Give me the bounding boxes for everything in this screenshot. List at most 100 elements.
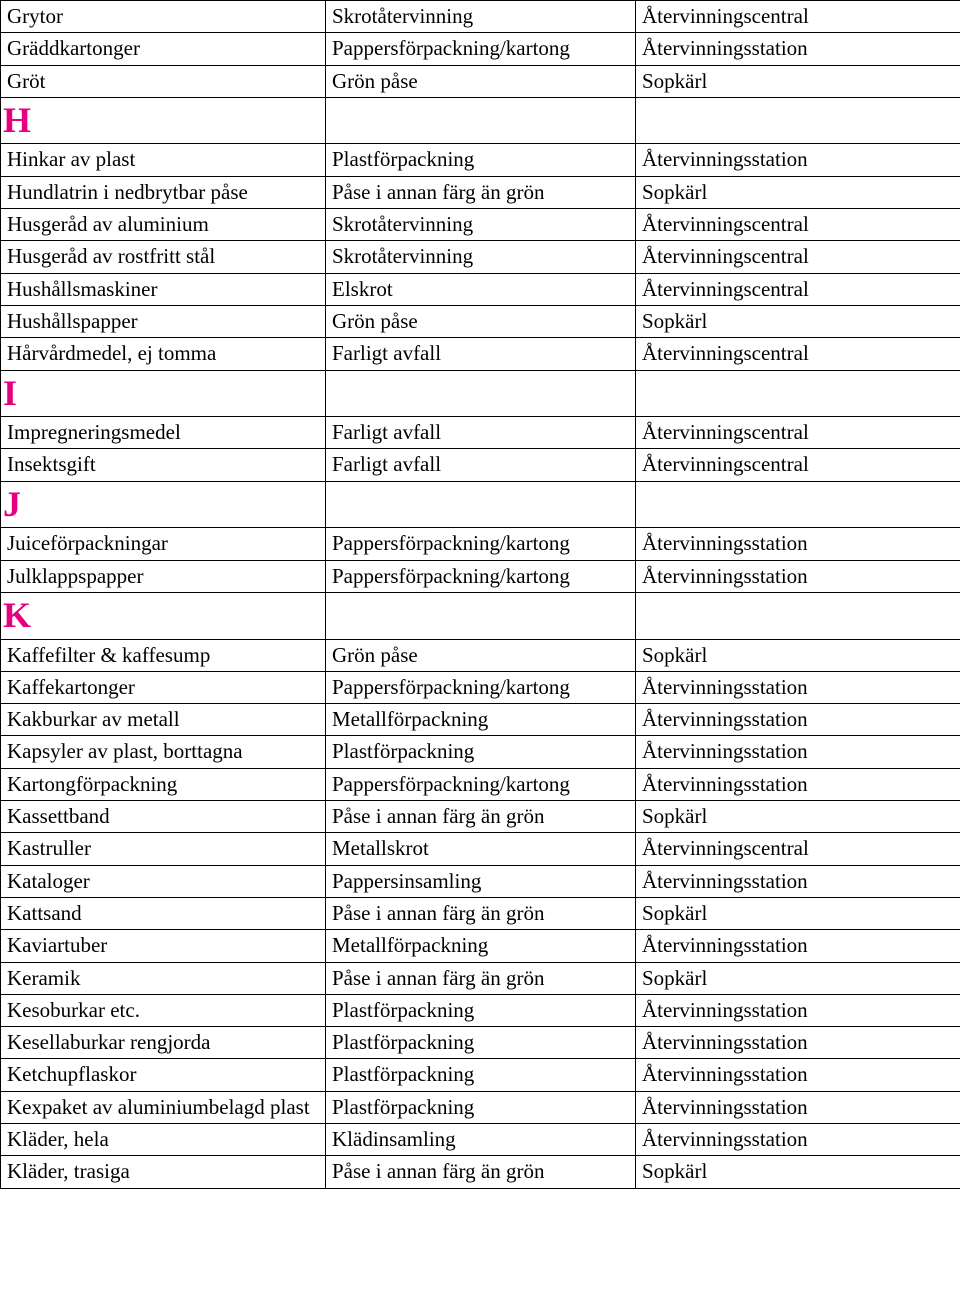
location-cell: Återvinningscentral [636, 449, 960, 481]
location-cell: Sopkärl [636, 65, 960, 97]
location-cell: Sopkärl [636, 176, 960, 208]
location-cell: Sopkärl [636, 962, 960, 994]
section-header-cell: I [1, 370, 326, 417]
category-cell: Plastförpackning [326, 994, 636, 1026]
location-cell: Återvinningsstation [636, 671, 960, 703]
item-name-cell: Hushållspapper [1, 305, 326, 337]
category-cell: Elskrot [326, 273, 636, 305]
location-cell: Återvinningsstation [636, 768, 960, 800]
table-row: Kesoburkar etc.PlastförpackningÅtervinni… [1, 994, 960, 1026]
location-cell: Sopkärl [636, 801, 960, 833]
section-header-cell: K [1, 592, 326, 639]
table-row: GrytorSkrotåtervinningÅtervinningscentra… [1, 1, 960, 33]
item-name-cell: Kakburkar av metall [1, 704, 326, 736]
item-name-cell: Hinkar av plast [1, 144, 326, 176]
location-cell: Sopkärl [636, 305, 960, 337]
category-cell: Grön påse [326, 65, 636, 97]
table-row: Hundlatrin i nedbrytbar påsePåse i annan… [1, 176, 960, 208]
table-row: H [1, 97, 960, 144]
item-name-cell: Keramik [1, 962, 326, 994]
category-cell: Påse i annan färg än grön [326, 897, 636, 929]
location-cell: Återvinningsstation [636, 1123, 960, 1155]
empty-cell [636, 97, 960, 144]
location-cell: Återvinningscentral [636, 241, 960, 273]
category-cell: Plastförpackning [326, 1059, 636, 1091]
empty-cell [636, 370, 960, 417]
table-row: ImpregneringsmedelFarligt avfallÅtervinn… [1, 417, 960, 449]
table-row: GrötGrön påseSopkärl [1, 65, 960, 97]
empty-cell [326, 370, 636, 417]
item-name-cell: Kartongförpackning [1, 768, 326, 800]
category-cell: Pappersförpackning/kartong [326, 768, 636, 800]
table-row: HushållsmaskinerElskrotÅtervinningscentr… [1, 273, 960, 305]
item-name-cell: Gräddkartonger [1, 33, 326, 65]
category-cell: Skrotåtervinning [326, 1, 636, 33]
table-row: KaviartuberMetallförpackningÅtervinnings… [1, 930, 960, 962]
item-name-cell: Hundlatrin i nedbrytbar påse [1, 176, 326, 208]
item-name-cell: Gröt [1, 65, 326, 97]
location-cell: Återvinningsstation [636, 144, 960, 176]
category-cell: Påse i annan färg än grön [326, 176, 636, 208]
location-cell: Återvinningsstation [636, 560, 960, 592]
category-cell: Påse i annan färg än grön [326, 801, 636, 833]
item-name-cell: Kastruller [1, 833, 326, 865]
table-row: Hårvårdmedel, ej tommaFarligt avfallÅter… [1, 338, 960, 370]
table-row: KassettbandPåse i annan färg än grönSopk… [1, 801, 960, 833]
item-name-cell: Husgeråd av rostfritt stål [1, 241, 326, 273]
table-row: K [1, 592, 960, 639]
location-cell: Återvinningsstation [636, 1059, 960, 1091]
table-row: JulklappspapperPappersförpackning/karton… [1, 560, 960, 592]
category-cell: Pappersinsamling [326, 865, 636, 897]
item-name-cell: Juiceförpackningar [1, 528, 326, 560]
location-cell: Återvinningscentral [636, 417, 960, 449]
table-row: Kakburkar av metallMetallförpackningÅter… [1, 704, 960, 736]
location-cell: Återvinningscentral [636, 833, 960, 865]
location-cell: Sopkärl [636, 897, 960, 929]
category-cell: Metallförpackning [326, 930, 636, 962]
category-cell: Klädinsamling [326, 1123, 636, 1155]
location-cell: Sopkärl [636, 1156, 960, 1188]
category-cell: Grön påse [326, 639, 636, 671]
item-name-cell: Insektsgift [1, 449, 326, 481]
table-row: KatalogerPappersinsamlingÅtervinningssta… [1, 865, 960, 897]
location-cell: Återvinningsstation [636, 994, 960, 1026]
table-body: GrytorSkrotåtervinningÅtervinningscentra… [1, 1, 960, 1189]
item-name-cell: Kläder, trasiga [1, 1156, 326, 1188]
location-cell: Återvinningsstation [636, 1027, 960, 1059]
location-cell: Återvinningscentral [636, 209, 960, 241]
table-row: Kexpaket av aluminiumbelagd plastPlastfö… [1, 1091, 960, 1123]
category-cell: Skrotåtervinning [326, 241, 636, 273]
table-row: Kläder, trasigaPåse i annan färg än grön… [1, 1156, 960, 1188]
item-name-cell: Kesellaburkar rengjorda [1, 1027, 326, 1059]
location-cell: Återvinningsstation [636, 865, 960, 897]
recycling-guide-table: GrytorSkrotåtervinningÅtervinningscentra… [0, 0, 960, 1189]
item-name-cell: Husgeråd av aluminium [1, 209, 326, 241]
table-row: I [1, 370, 960, 417]
category-cell: Farligt avfall [326, 449, 636, 481]
location-cell: Återvinningsstation [636, 1091, 960, 1123]
table-row: GräddkartongerPappersförpackning/kartong… [1, 33, 960, 65]
item-name-cell: Ketchupflaskor [1, 1059, 326, 1091]
location-cell: Återvinningsstation [636, 736, 960, 768]
table-row: KartongförpackningPappersförpackning/kar… [1, 768, 960, 800]
category-cell: Grön påse [326, 305, 636, 337]
item-name-cell: Hårvårdmedel, ej tomma [1, 338, 326, 370]
table-row: J [1, 481, 960, 528]
table-row: KastrullerMetallskrotÅtervinningscentral [1, 833, 960, 865]
item-name-cell: Julklappspapper [1, 560, 326, 592]
empty-cell [326, 592, 636, 639]
category-cell: Metallförpackning [326, 704, 636, 736]
category-cell: Pappersförpackning/kartong [326, 33, 636, 65]
location-cell: Återvinningsstation [636, 528, 960, 560]
location-cell: Återvinningsstation [636, 930, 960, 962]
category-cell: Farligt avfall [326, 417, 636, 449]
empty-cell [326, 97, 636, 144]
category-cell: Skrotåtervinning [326, 209, 636, 241]
location-cell: Sopkärl [636, 639, 960, 671]
location-cell: Återvinningsstation [636, 33, 960, 65]
category-cell: Pappersförpackning/kartong [326, 560, 636, 592]
empty-cell [636, 592, 960, 639]
category-cell: Pappersförpackning/kartong [326, 671, 636, 703]
category-cell: Plastförpackning [326, 1027, 636, 1059]
section-header-cell: J [1, 481, 326, 528]
